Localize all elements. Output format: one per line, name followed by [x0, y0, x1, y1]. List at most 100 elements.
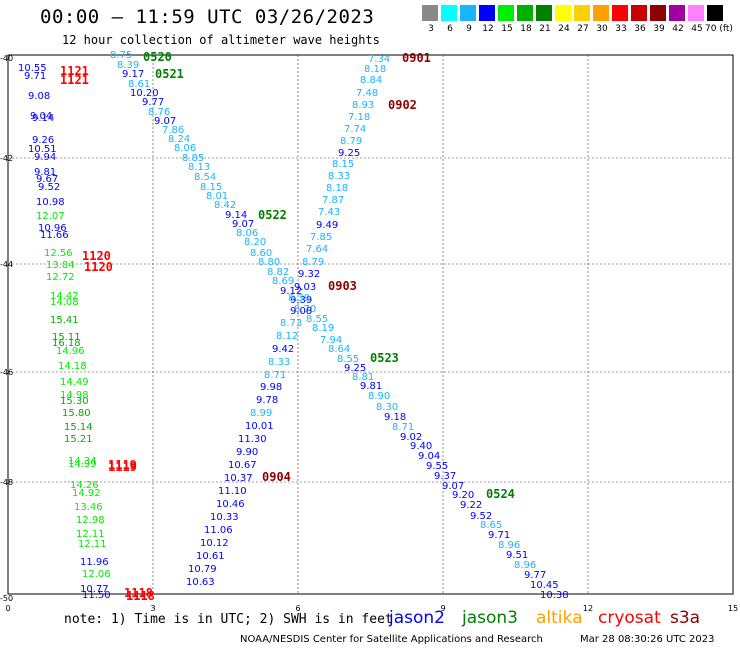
swh-value: 8.81 [352, 372, 374, 383]
swh-value: 9.08 [290, 306, 312, 317]
legend-swatch [517, 5, 533, 21]
swh-value: 14.18 [58, 361, 87, 372]
swh-value: 7.34 [368, 54, 390, 65]
swh-value: 9.18 [384, 412, 406, 423]
swh-value: 8.01 [206, 191, 228, 202]
time-label: 1118 [124, 586, 153, 600]
swh-value: 7.43 [318, 207, 340, 218]
swh-value: 9.14 [225, 210, 247, 221]
swh-value: 9.77 [142, 97, 164, 108]
swh-value: 7.48 [356, 88, 378, 99]
swh-value: 7.18 [348, 112, 370, 123]
swh-value: 8.82 [267, 267, 289, 278]
swh-value: 9.08 [28, 91, 50, 102]
swh-value: 8.19 [312, 323, 334, 334]
lon-tick-label: 9 [440, 604, 445, 613]
time-label: 0521 [155, 67, 184, 81]
swh-value: 8.69 [272, 276, 294, 287]
time-label: 0901 [402, 51, 431, 65]
swh-value: 8.90 [368, 391, 390, 402]
swh-value: 8.33 [328, 171, 350, 182]
swh-value: 9.51 [506, 550, 528, 561]
lon-tick-label: 15 [728, 604, 738, 613]
swh-value: 11.30 [238, 434, 267, 445]
swh-value: 10.61 [196, 551, 225, 562]
swh-value: 14.96 [56, 346, 85, 357]
swh-value: 9.71 [24, 71, 46, 82]
swh-value: 12.56 [44, 248, 73, 259]
swh-value: 8.60 [250, 248, 272, 259]
swh-value: 8.71 [392, 422, 414, 433]
swh-value: 14.42 [50, 291, 79, 302]
legend-swatch [422, 5, 438, 21]
swh-value: 9.42 [272, 344, 294, 355]
swh-value: 8.12 [276, 331, 298, 342]
swh-value: 10.46 [216, 499, 245, 510]
swh-value: 8.80 [258, 257, 280, 268]
swh-value: 12.06 [82, 569, 111, 580]
swh-value: 9.25 [338, 148, 360, 159]
swh-value: 8.99 [250, 408, 272, 419]
swh-value: 8.79 [302, 257, 324, 268]
swh-value: 9.14 [32, 113, 54, 124]
swh-value: 15.41 [50, 315, 79, 326]
legend-swatch [574, 5, 590, 21]
swh-value: 9.40 [410, 441, 432, 452]
swh-value: 11.10 [218, 486, 247, 497]
legend-swatch [498, 5, 514, 21]
swh-value: 8.96 [514, 560, 536, 571]
swh-value: 10.51 [28, 144, 57, 155]
legend-label: 42 [672, 24, 684, 34]
swh-value: 10.01 [245, 421, 274, 432]
swh-value: 9.81 [360, 381, 382, 392]
lat-tick-label: -42 [0, 154, 13, 163]
legend-label: 39 [653, 24, 665, 34]
swh-value: 15.11 [52, 332, 81, 343]
swh-value: 9.07 [442, 481, 464, 492]
time-label: 1121 [60, 73, 89, 87]
swh-value: 9.03 [294, 282, 316, 293]
swh-value: 11.96 [80, 557, 109, 568]
swh-value: 8.20 [244, 237, 266, 248]
swh-value: 8.55 [337, 354, 359, 365]
swh-value: 10.45 [530, 580, 559, 591]
swh-value: 9.52 [38, 182, 60, 193]
swh-value: 8.70 [294, 304, 316, 315]
swh-value: 9.26 [32, 135, 54, 146]
swh-value: 11.50 [82, 590, 111, 601]
time-label: 0520 [143, 50, 172, 64]
swh-value: 10.77 [80, 584, 109, 595]
swh-value: 8.61 [128, 79, 150, 90]
swh-value: 13.46 [74, 502, 103, 513]
time-label: 0904 [262, 470, 291, 484]
time-label: 0523 [370, 351, 399, 365]
swh-value: 9.07 [154, 116, 176, 127]
satellite-label-cryosat: cryosat [598, 608, 661, 628]
swh-value: 14.99 [68, 459, 97, 470]
swh-value: 8.85 [182, 153, 204, 164]
swh-value: 9.98 [260, 382, 282, 393]
page-title: 00:00 – 11:59 UTC 03/26/2023 [40, 6, 375, 28]
time-label: 1119 [108, 458, 137, 472]
map-axes: -40 -42 -44 -46 -48 -500 3 6 9 12 15 [0, 54, 738, 613]
swh-value: 8.39 [117, 60, 139, 71]
satellite-label-jason2: jason2 [389, 608, 445, 628]
map-grid [7, 54, 734, 595]
footer-note: note: 1) Time is in UTC; 2) SWH is in fe… [64, 612, 393, 627]
swh-value: 8.06 [236, 228, 258, 239]
lat-tick-label: -50 [0, 594, 13, 603]
swh-value: 14.49 [60, 377, 89, 388]
satellite-label-s3a: s3a [670, 608, 701, 628]
swh-value: 8.06 [174, 143, 196, 154]
swh-value: 10.55 [18, 63, 47, 74]
time-label: 0522 [258, 208, 287, 222]
swh-value: 7.85 [310, 232, 332, 243]
swh-value: 14.98 [60, 390, 89, 401]
legend-swatch [441, 5, 457, 21]
legend-label: 9 [466, 24, 472, 34]
legend-label: 30 [596, 24, 608, 34]
legend-swatch [479, 5, 495, 21]
generated-timestamp: Mar 28 08:30:26 UTC 2023 [580, 634, 715, 645]
swh-value: 8.24 [168, 134, 190, 145]
